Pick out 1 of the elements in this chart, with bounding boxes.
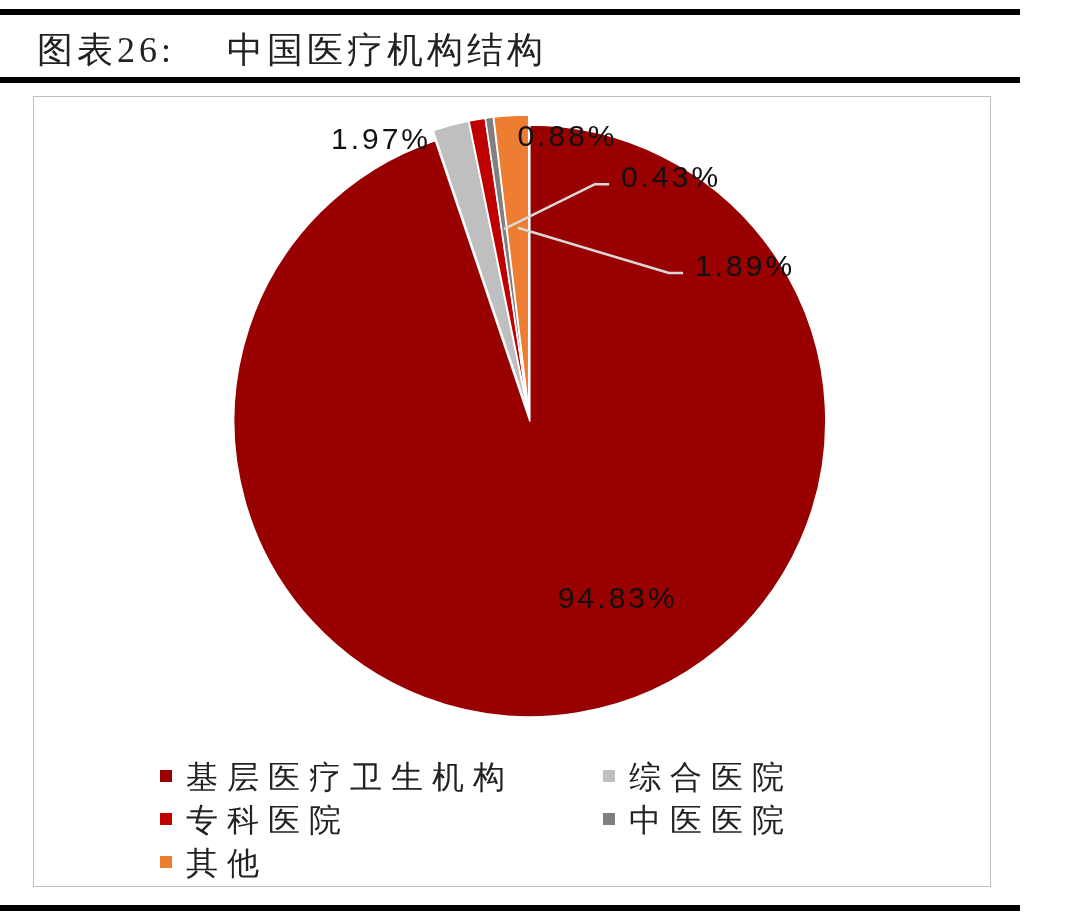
title: 图表26: 中国医疗机构结构 [37, 30, 547, 70]
